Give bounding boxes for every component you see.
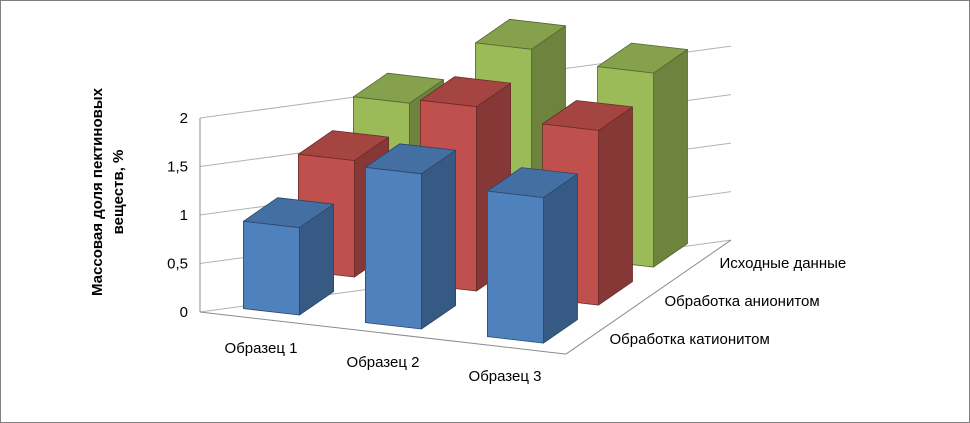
y-tick-label: 0,5: [167, 256, 188, 273]
bar: [486, 167, 578, 344]
y-tick-labels: 0 0,5 1 1,5 2: [167, 110, 188, 321]
y-tick-label: 2: [180, 110, 188, 127]
category-label: Образец 3: [469, 368, 542, 385]
depth-axis-label: Обработка катионитом: [610, 331, 770, 348]
category-label: Образец 2: [347, 354, 420, 371]
y-tick-label: 0: [180, 304, 188, 321]
bar-front-face: [242, 220, 300, 316]
bar-front-face: [486, 190, 544, 344]
bar: [364, 143, 457, 330]
y-axis-title: Массовая доля пектиновых веществ, %: [89, 87, 127, 296]
floor-right-edge: [565, 239, 732, 355]
y-axis-title-line: веществ, %: [110, 150, 127, 235]
depth-axis-label: Исходные данные: [720, 255, 847, 272]
floor-front-edge: [199, 311, 567, 355]
bar-side-face: [543, 173, 578, 344]
bar: [242, 197, 335, 316]
bar-side-face: [420, 149, 457, 330]
depth-axis-label: Обработка анионитом: [665, 293, 820, 310]
y-tick-label: 1: [180, 207, 188, 224]
y-axis-title-line: Массовая доля пектиновых: [89, 87, 106, 296]
bar-front-face: [364, 166, 422, 330]
bar-side-face: [653, 49, 688, 268]
y-tick-label: 1,5: [167, 159, 188, 176]
depth-axis-labels: Обработка катионитом Обработка анионитом И…: [610, 255, 847, 348]
category-label: Образец 1: [225, 340, 298, 357]
category-labels: Образец 1 Образец 2 Образец 3: [225, 340, 542, 385]
bars: [242, 18, 688, 344]
bar-side-face: [598, 106, 633, 306]
